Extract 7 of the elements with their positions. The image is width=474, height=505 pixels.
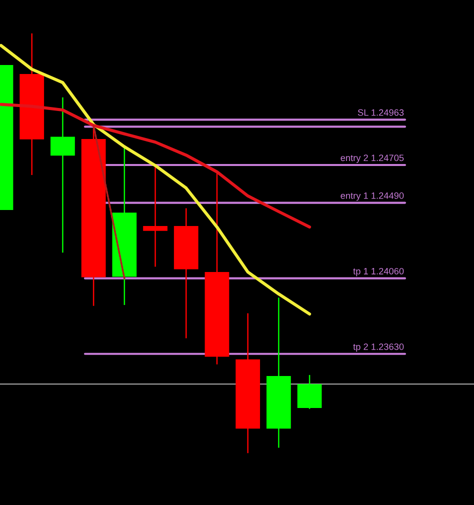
ref-line-label: entry 1 1.24490 — [340, 192, 404, 201]
ref-line-label: entry 2 1.24705 — [340, 154, 404, 163]
candlestick — [50, 96, 75, 254]
ref-line-label: tp 2 1.23630 — [353, 344, 404, 352]
ref-line-label: tp 1 1.24060 — [353, 268, 404, 276]
candlestick — [143, 164, 168, 268]
ref-line-label: SL 1.24963 — [358, 109, 404, 116]
